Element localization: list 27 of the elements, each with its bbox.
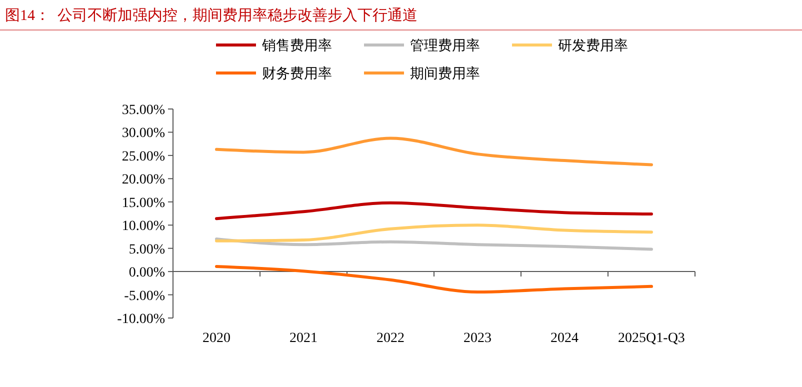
x-tick-label: 2023 [464, 331, 492, 346]
line-series [215, 136, 653, 166]
y-tick-label: 10.00% [122, 219, 166, 234]
y-tick-label: 15.00% [122, 196, 166, 211]
line-series [215, 238, 653, 251]
x-tick-label: 2025Q1-Q3 [618, 331, 685, 346]
y-tick-label: 20.00% [122, 172, 166, 188]
y-tick-label: 35.00% [122, 103, 166, 118]
legend-label: 财务费用率 [262, 66, 332, 82]
x-tick-label: 2021 [290, 331, 318, 346]
y-tick-label: 30.00% [122, 126, 166, 142]
x-tick-label: 2024 [550, 331, 578, 346]
x-tick-label: 2020 [202, 331, 230, 346]
line-series [215, 264, 653, 294]
y-tick-label: -5.00% [124, 288, 166, 304]
legend-label: 管理费用率 [410, 38, 480, 54]
legend-label: 销售费用率 [261, 38, 332, 54]
x-tick-label: 2022 [376, 331, 404, 346]
y-tick-label: 0.00% [128, 266, 166, 281]
legend-label: 期间费用率 [410, 66, 480, 82]
chart-title: 图14： 公司不断加强内控，期间费用率稳步改善步入下行通道 [5, 7, 418, 24]
legend-label: 研发费用率 [558, 38, 628, 54]
line-series [215, 201, 653, 220]
y-tick-label: 5.00% [128, 242, 166, 258]
y-tick-label: -10.00% [117, 312, 166, 327]
line-series [215, 224, 653, 242]
y-tick-label: 25.00% [122, 149, 166, 164]
